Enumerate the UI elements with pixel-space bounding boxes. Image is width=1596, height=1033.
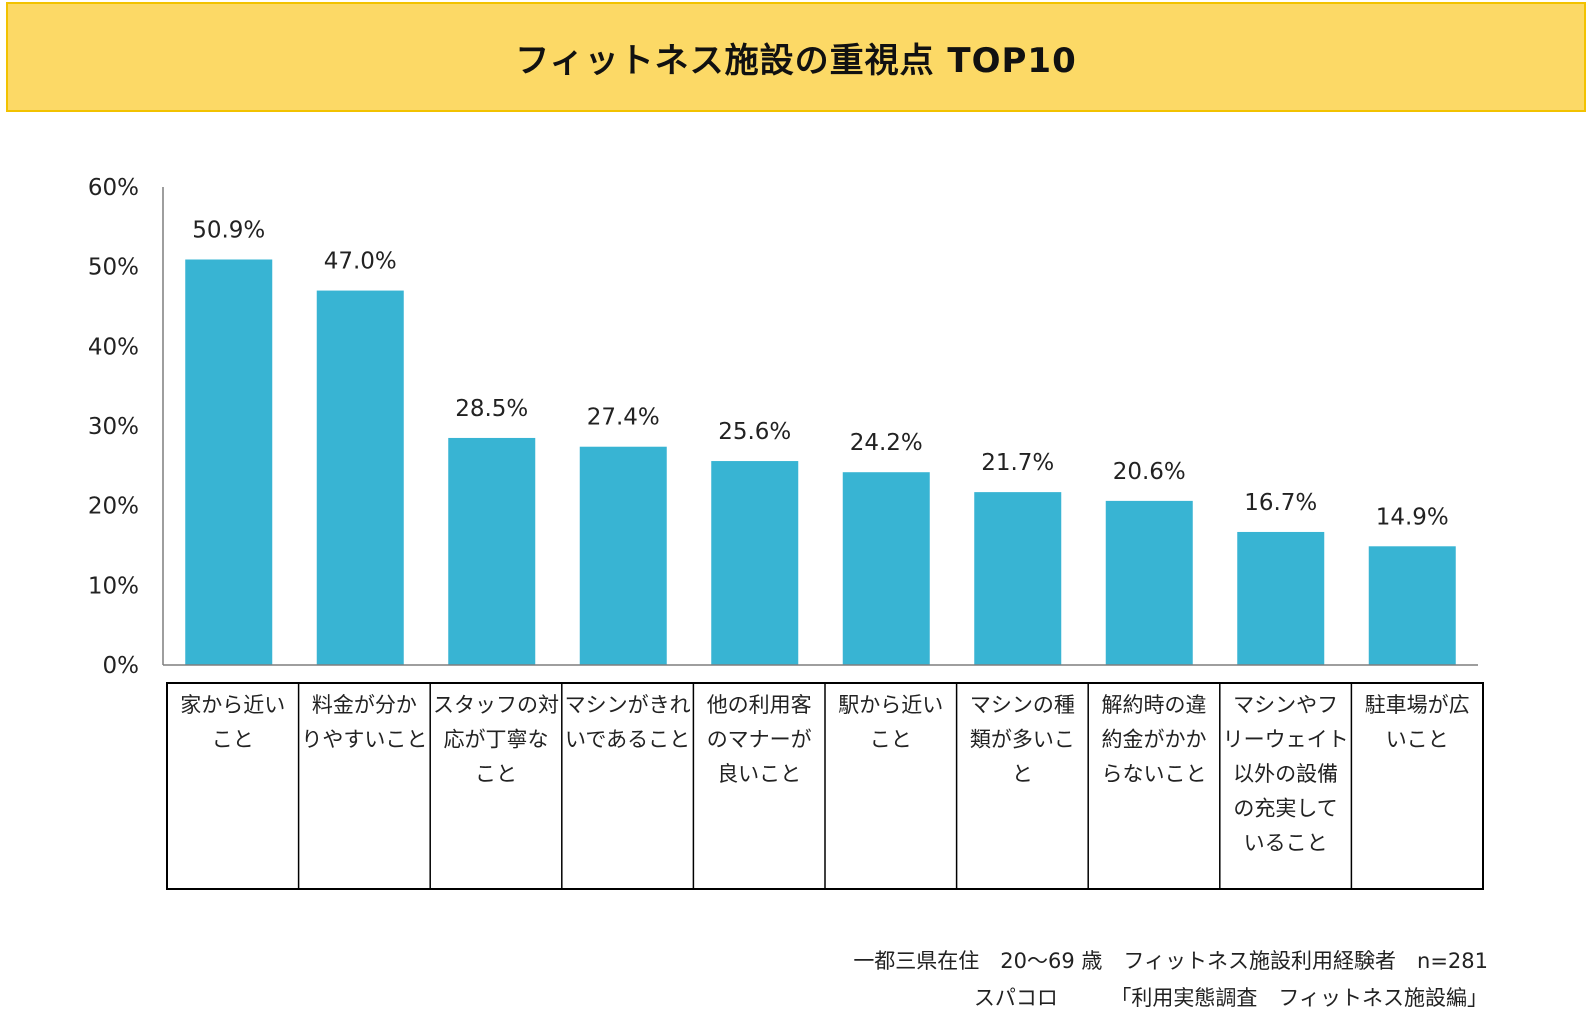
data-label: 27.4% <box>587 405 660 431</box>
category-label: 料金が分か <box>312 693 417 717</box>
data-label: 14.9% <box>1376 504 1449 530</box>
y-tick-label: 50% <box>88 255 139 281</box>
data-label: 47.0% <box>324 249 397 275</box>
data-label: 28.5% <box>455 396 528 422</box>
y-tick-label: 20% <box>88 494 139 520</box>
category-label: のマナーが <box>707 728 812 752</box>
footnote-source: スパコロ 「利用実態調査 フィットネス施設編」 <box>973 986 1488 1010</box>
category-label: 約金がかか <box>1102 728 1207 752</box>
data-label: 16.7% <box>1244 490 1317 516</box>
data-label: 20.6% <box>1113 459 1186 485</box>
bar <box>185 259 273 665</box>
bar <box>1237 531 1325 665</box>
category-label: いであること <box>565 728 690 752</box>
category-label: 解約時の違 <box>1102 693 1207 717</box>
category-label: リーウェイト <box>1223 728 1349 752</box>
bar <box>448 437 536 665</box>
category-label: らないこと <box>1102 762 1207 786</box>
bar <box>711 461 799 665</box>
category-label: こと <box>870 728 912 752</box>
data-label: 50.9% <box>192 217 265 243</box>
y-tick-label: 60% <box>88 175 139 201</box>
category-label: 応が丁寧な <box>444 728 549 752</box>
title-banner: フィットネス施設の重視点 TOP10 <box>6 2 1586 112</box>
data-label: 21.7% <box>981 450 1054 476</box>
category-label: いること <box>1244 831 1328 855</box>
category-label: の充実して <box>1233 797 1337 821</box>
category-label: 駅から近い <box>838 693 943 717</box>
category-label: こと <box>212 728 254 752</box>
category-label: 他の利用客 <box>707 693 812 717</box>
bar <box>316 290 404 665</box>
bar <box>1105 500 1193 665</box>
category-label: 駐車場が広 <box>1365 693 1470 717</box>
category-label: マシンがきれ <box>565 693 691 717</box>
bar <box>842 472 930 665</box>
category-label: 良いこと <box>717 762 801 786</box>
bar <box>974 492 1062 665</box>
category-label: マシンやフ <box>1233 693 1338 717</box>
y-tick-label: 40% <box>88 334 139 360</box>
category-label: スタッフの対 <box>433 693 559 717</box>
category-label: 類が多いこ <box>970 728 1075 752</box>
category-label: 家から近い <box>180 693 285 717</box>
category-label: マシンの種 <box>970 693 1075 717</box>
data-label: 24.2% <box>850 430 923 456</box>
category-label: いこと <box>1386 728 1449 752</box>
category-label: 以外の設備 <box>1233 762 1338 786</box>
category-label: りやすいこと <box>301 728 427 752</box>
category-label: と <box>1012 762 1033 786</box>
y-tick-label: 30% <box>88 414 139 440</box>
bar <box>1368 546 1456 665</box>
y-tick-label: 0% <box>103 653 140 679</box>
footnote-sample: 一都三県在住 20～69 歳 フィットネス施設利用経験者 n=281 <box>853 949 1488 973</box>
category-label: こと <box>475 762 517 786</box>
data-label: 25.6% <box>718 419 791 445</box>
chart-title: フィットネス施設の重視点 TOP10 <box>515 40 1077 81</box>
y-tick-label: 10% <box>88 573 139 599</box>
bar <box>579 446 667 665</box>
